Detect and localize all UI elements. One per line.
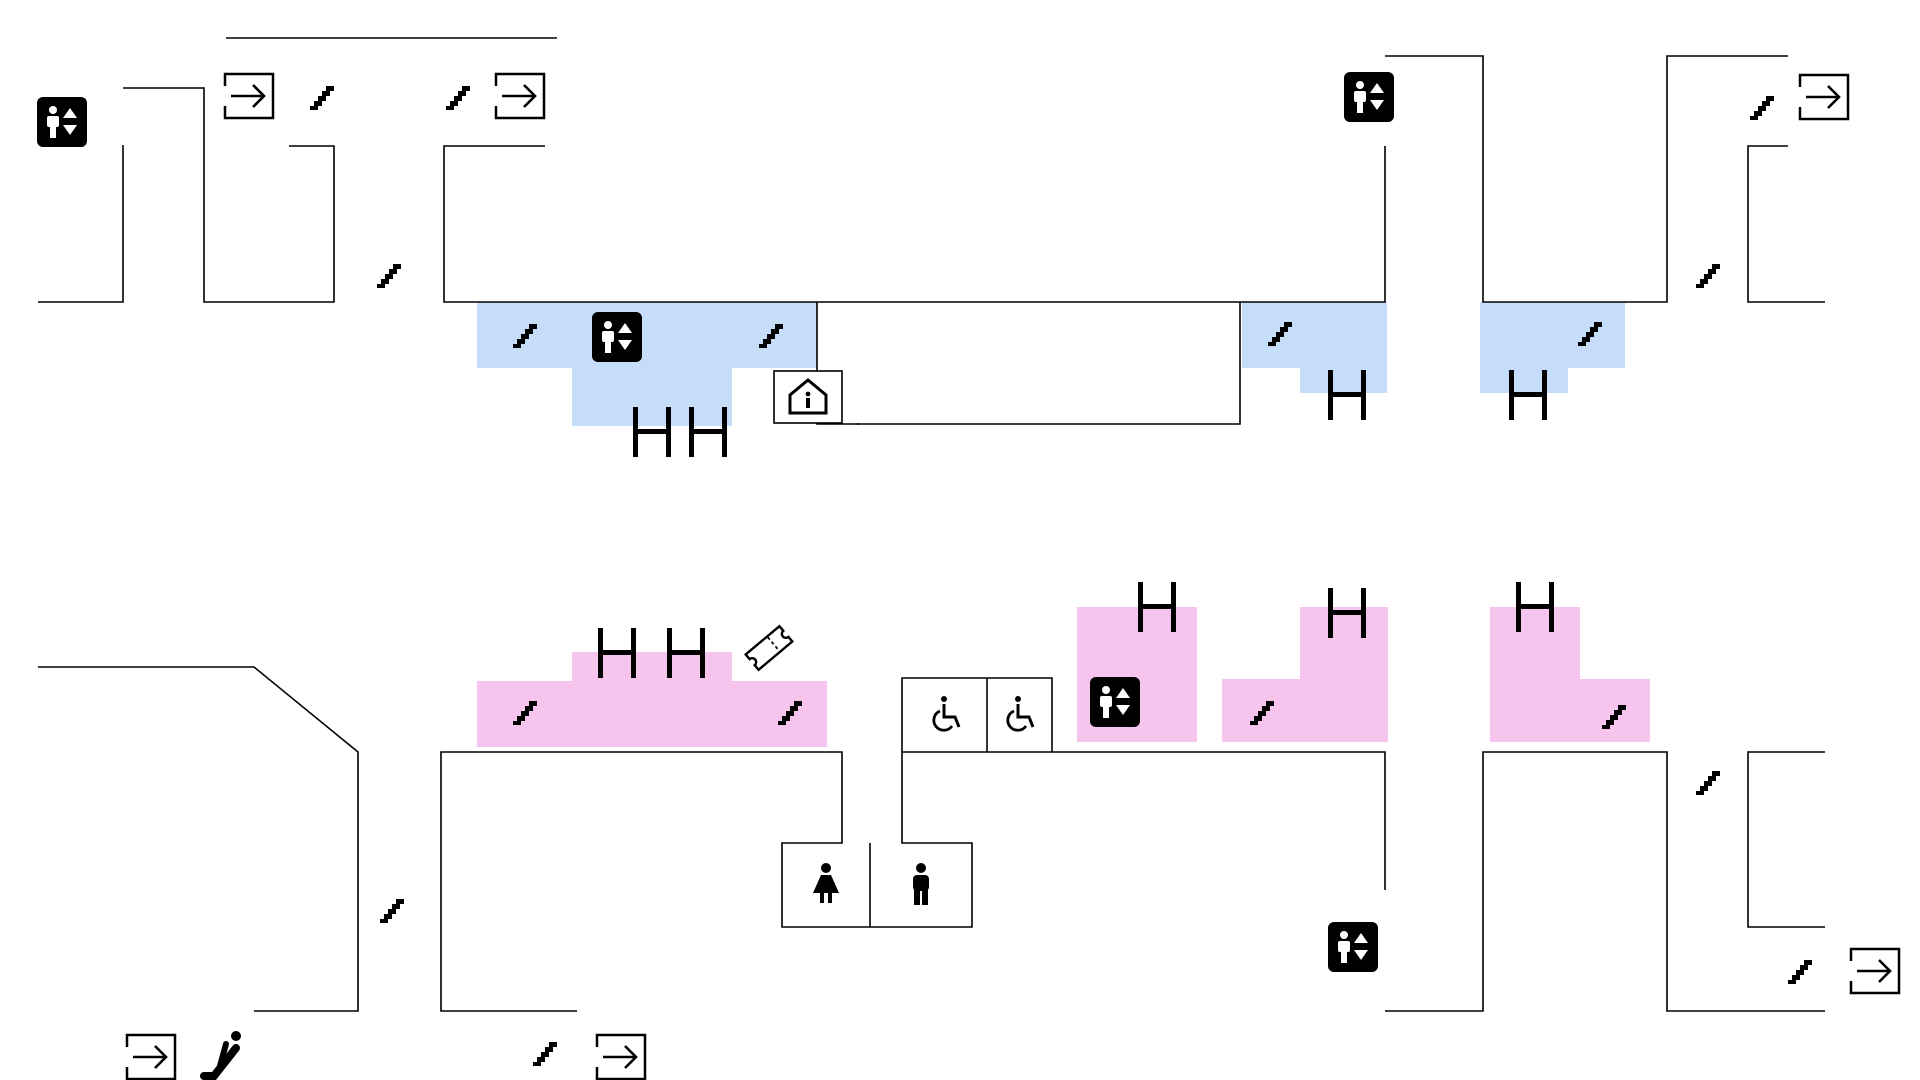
lower-platform-right <box>1490 607 1650 742</box>
stairs-icon[interactable] <box>310 86 334 110</box>
wheelchair-toilet-icon[interactable] <box>932 694 961 732</box>
stairs-icon[interactable] <box>1696 771 1720 795</box>
upper-level <box>37 37 1850 457</box>
stairs-icon[interactable] <box>1750 96 1774 120</box>
elevator-icon[interactable] <box>1344 72 1394 122</box>
elevator-icon[interactable] <box>37 97 87 147</box>
information-icon[interactable] <box>772 369 844 425</box>
upper-walls <box>38 37 1825 425</box>
stairs-icon[interactable] <box>446 86 470 110</box>
upper-platform-middle <box>1242 302 1387 393</box>
escalator-icon[interactable] <box>204 1031 241 1076</box>
lower-walls <box>38 666 1825 1012</box>
exit-icon[interactable] <box>123 1033 177 1080</box>
elevator-icon[interactable] <box>1328 922 1378 972</box>
lower-platform-left <box>477 652 827 747</box>
ticket-icon[interactable] <box>744 624 794 672</box>
upper-platform-right <box>1480 302 1625 393</box>
exit-icon[interactable] <box>593 1033 647 1080</box>
exit-icon[interactable] <box>1847 947 1901 995</box>
wheelchair-toilet-icon[interactable] <box>1006 694 1035 732</box>
exit-icon[interactable] <box>1796 73 1850 121</box>
elevator-icon[interactable] <box>592 312 642 362</box>
mens-toilet-icon[interactable] <box>913 863 929 905</box>
exit-icon[interactable] <box>221 72 275 120</box>
lower-level <box>38 582 1901 1080</box>
stairs-icon[interactable] <box>380 899 404 923</box>
stairs-icon[interactable] <box>377 264 401 288</box>
womens-toilet-icon[interactable] <box>813 863 839 903</box>
stairs-icon[interactable] <box>1788 960 1812 984</box>
upper-platform-left <box>477 302 817 426</box>
stairs-icon[interactable] <box>1696 264 1720 288</box>
exit-icon[interactable] <box>492 72 546 120</box>
stairs-icon[interactable] <box>533 1042 557 1066</box>
elevator-icon[interactable] <box>1090 677 1140 727</box>
